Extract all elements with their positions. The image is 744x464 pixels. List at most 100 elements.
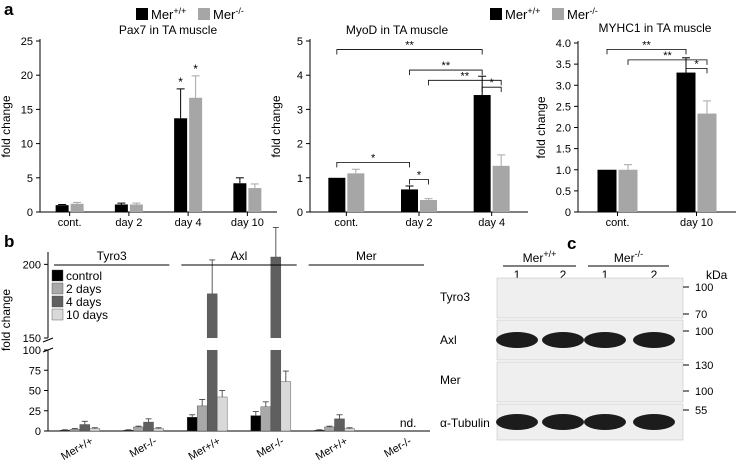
- bar: [324, 426, 335, 432]
- blot-strip: [496, 361, 684, 403]
- y-axis-label: fold change: [0, 95, 13, 157]
- bar: [55, 205, 69, 212]
- bar: [89, 428, 101, 432]
- x-tick-label: cont.: [334, 217, 358, 229]
- marker-label: 55: [695, 405, 707, 417]
- y-tick-label: 2.5: [556, 101, 571, 113]
- not-detected-label: nd.: [400, 416, 417, 430]
- significance-bracket: [409, 69, 483, 76]
- x-tick-label: cont.: [58, 217, 82, 229]
- significance-bracket: [409, 179, 429, 185]
- bar: [153, 428, 164, 432]
- bar: [114, 204, 128, 212]
- western-blot: Mer+/+ Mer-/- 1 2 1 2 kDa Tyro3 100 70 Axl 100 Mer 13…: [440, 249, 728, 441]
- y-tick-label: 25: [21, 36, 33, 48]
- bar: [186, 417, 198, 432]
- y-tick-label: 3.0: [556, 80, 571, 92]
- y-tick-label: 2.0: [556, 123, 571, 135]
- y-tick-label: 0: [27, 207, 33, 219]
- x-tick-label: Mer+/+: [59, 435, 95, 463]
- bar: [189, 97, 203, 212]
- y-tick-label: 1: [297, 173, 303, 185]
- y-tick-label: 100: [23, 345, 41, 357]
- x-tick-label: Mer+/+: [314, 435, 350, 463]
- blot-band: [633, 414, 675, 430]
- legend-swatch-wt: [490, 8, 502, 20]
- marker-label: 100: [695, 326, 713, 338]
- significance-bracket: [336, 162, 410, 168]
- legend-label: control: [66, 269, 102, 283]
- x-tick-label: Mer+/+: [186, 435, 222, 463]
- significance-star: *: [178, 75, 183, 89]
- bar: [69, 429, 81, 432]
- bar: [250, 415, 262, 432]
- legend-swatch-ko: [552, 8, 564, 20]
- y-tick-label: 75: [29, 365, 41, 377]
- y-tick-label: 50: [29, 386, 41, 398]
- bar: [334, 418, 345, 432]
- x-tick-label: day 10: [231, 217, 264, 229]
- y-tick-label: 4.0: [556, 38, 571, 50]
- bar: [344, 428, 355, 432]
- significance-bracket: [627, 59, 708, 65]
- significance-star: *: [371, 152, 376, 164]
- legend-label-wt: Mer+/+: [505, 6, 540, 22]
- marker-label: 130: [695, 360, 713, 372]
- bar: [206, 293, 218, 432]
- bar: [347, 173, 365, 212]
- y-tick-label: 20: [21, 70, 33, 82]
- bar: [233, 183, 247, 212]
- marker-label: 100: [695, 282, 713, 294]
- y-tick-label: 10: [21, 139, 33, 151]
- blot-lane-label: 1: [514, 268, 521, 282]
- blot-lane-label: 2: [651, 268, 658, 282]
- legend-label: 4 days: [66, 295, 101, 309]
- bar: [129, 204, 143, 212]
- significance-bracket: [606, 48, 687, 55]
- bar: [420, 200, 437, 212]
- group-label: Mer: [356, 249, 377, 263]
- bar: [260, 406, 272, 432]
- marker-label: 70: [695, 309, 707, 321]
- x-tick-label: day 10: [680, 217, 713, 229]
- y-tick-label: 0: [565, 207, 571, 219]
- x-tick-label: cont.: [606, 217, 630, 229]
- blot-band: [542, 414, 584, 430]
- bar: [314, 429, 325, 432]
- marker-label: 100: [695, 386, 713, 398]
- bar: [280, 381, 292, 432]
- bar: [59, 429, 71, 432]
- significance-bracket: [428, 79, 502, 86]
- legend-swatch: [51, 295, 64, 308]
- legend-a-right: Mer+/+ Mer-/-: [490, 6, 598, 22]
- bar: [143, 421, 154, 432]
- chart-myod: 0 1 2 3 4 5 fold change MyoD in TA muscle cont. d…: [269, 23, 528, 229]
- blot-row-label: Axl: [440, 333, 457, 347]
- x-tick-label: Mer-/-: [255, 435, 287, 460]
- y-tick-label: 200: [23, 259, 41, 271]
- group-label: Tyro3: [97, 249, 127, 263]
- bar: [597, 169, 617, 212]
- significance-star: **: [405, 40, 414, 52]
- significance-star: **: [663, 50, 672, 62]
- blot-band: [496, 414, 538, 430]
- y-axis-label: fold change: [269, 95, 283, 157]
- x-tick-label: Mer-/-: [382, 435, 414, 460]
- blot-row-label: Mer: [440, 373, 461, 387]
- bar: [618, 169, 638, 212]
- bar: [174, 118, 188, 212]
- bar: [676, 72, 696, 212]
- blot-strip: [496, 277, 684, 319]
- y-tick-label: 2: [297, 139, 303, 151]
- significance-star: **: [461, 70, 470, 82]
- blot-row-label: α-Tubulin: [440, 416, 490, 430]
- bar: [328, 177, 346, 212]
- bar: [216, 396, 228, 432]
- significance-star: *: [694, 58, 699, 70]
- chart-title: MyoD in TA muscle: [346, 23, 449, 37]
- significance-star: **: [442, 60, 451, 72]
- significance-star: *: [417, 170, 422, 182]
- y-tick-label: 1.5: [556, 144, 571, 156]
- bar: [123, 429, 134, 432]
